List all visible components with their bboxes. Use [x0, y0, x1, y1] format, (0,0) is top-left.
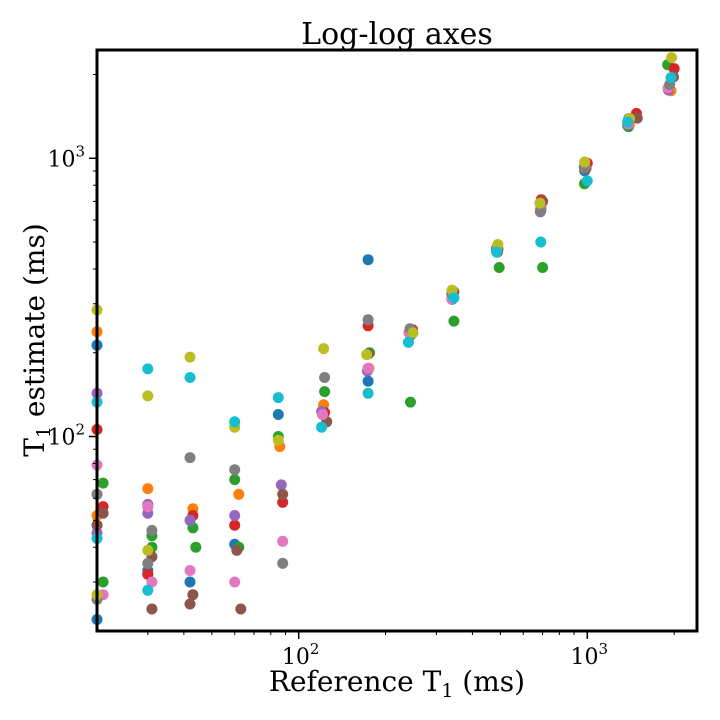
data-point-s8-13 — [666, 52, 678, 64]
data-point-s2-8 — [448, 315, 460, 327]
chart-title: Log-log axes — [301, 17, 493, 52]
data-point-s0-4 — [272, 409, 284, 420]
data-point-s2-9 — [493, 262, 505, 273]
x-axis-label: Reference T1 (ms) — [269, 665, 525, 702]
data-point-s7-4 — [277, 557, 289, 569]
data-point-s2-10 — [537, 262, 549, 273]
data-point-s0-16 — [362, 254, 374, 266]
data-points — [91, 52, 680, 625]
x-axis-label-suffix: (ms) — [453, 665, 525, 698]
data-point-s8-11 — [579, 156, 591, 168]
x-tick-label-1: 103 — [571, 640, 609, 670]
data-point-s2-14 — [97, 576, 109, 588]
data-point-s5-1 — [146, 603, 158, 615]
data-point-s6-2 — [184, 565, 196, 576]
data-point-s6-6 — [362, 362, 374, 374]
data-point-s4-2 — [184, 514, 196, 526]
y-axis-label: T1 estimate (ms) — [18, 223, 55, 457]
data-point-s1-1 — [142, 483, 154, 495]
y-tick-label-0: 102 — [47, 421, 85, 451]
data-point-s9-11 — [581, 175, 593, 187]
data-point-s7-5 — [319, 372, 331, 383]
data-point-s8-6 — [361, 349, 373, 361]
data-point-s5-3 — [231, 544, 243, 556]
data-point-s0-6 — [362, 375, 374, 387]
x-tick-label-0: 102 — [282, 640, 320, 670]
data-point-s2-0 — [97, 477, 109, 489]
y-axis-label-main: T — [18, 438, 51, 457]
data-point-s8-10 — [534, 197, 546, 209]
data-point-s9-12 — [622, 116, 634, 128]
data-point-s7-15 — [142, 557, 154, 569]
y-tick-label-1: 103 — [47, 142, 85, 172]
data-point-s9-15 — [142, 584, 154, 596]
x-axis-label-sub: 1 — [441, 680, 453, 702]
data-point-s9-1 — [142, 363, 154, 375]
data-point-s6-15 — [146, 576, 158, 588]
data-point-s3-13 — [668, 63, 680, 75]
data-point-s8-5 — [318, 343, 330, 355]
data-point-s4-4 — [275, 479, 287, 491]
data-point-s9-6 — [362, 387, 374, 399]
data-point-s9-10 — [535, 236, 547, 248]
data-point-s3-3 — [229, 519, 241, 531]
data-point-s9-8 — [448, 292, 460, 304]
data-point-s6-4 — [277, 535, 289, 547]
data-point-s9-2 — [184, 372, 196, 383]
data-point-s6-3 — [229, 576, 241, 588]
plot-frame — [95, 48, 699, 633]
data-point-s2-16 — [190, 541, 202, 553]
data-point-s7-1 — [146, 524, 158, 536]
data-point-s5-4 — [277, 488, 289, 500]
data-point-s9-5 — [316, 421, 328, 433]
data-point-s8-15 — [142, 544, 154, 556]
x-axis-label-main: Reference T — [269, 665, 442, 698]
data-point-s4-3 — [229, 510, 241, 521]
y-axis-label-suffix: estimate (ms) — [18, 223, 51, 426]
data-point-s8-2 — [184, 351, 196, 363]
data-point-s0-2 — [184, 576, 196, 588]
data-point-s7-3 — [229, 464, 241, 476]
data-point-s9-9 — [491, 246, 503, 258]
data-point-s9-7 — [402, 336, 414, 348]
data-point-s5-17 — [235, 603, 247, 615]
y-axis-label-sub: 1 — [33, 426, 55, 438]
data-point-s2-5 — [319, 386, 331, 398]
data-point-s6-1 — [142, 501, 154, 513]
data-point-s5-14 — [97, 507, 109, 519]
data-point-s8-7 — [407, 327, 419, 339]
data-point-s5-2 — [184, 598, 196, 610]
data-point-s5-16 — [187, 589, 199, 601]
data-point-s6-5 — [317, 409, 329, 420]
data-point-s8-4 — [272, 434, 284, 446]
data-point-s7-2 — [184, 452, 196, 464]
data-point-s3-4 — [277, 496, 289, 508]
data-point-s1-3 — [233, 488, 245, 500]
data-point-s2-7 — [405, 396, 416, 408]
data-point-s2-3 — [229, 474, 241, 486]
data-point-s8-1 — [142, 390, 154, 402]
data-point-s9-13 — [665, 72, 677, 84]
data-point-s7-6 — [362, 314, 374, 326]
data-point-s9-3 — [229, 416, 241, 428]
data-point-s9-4 — [272, 392, 284, 404]
